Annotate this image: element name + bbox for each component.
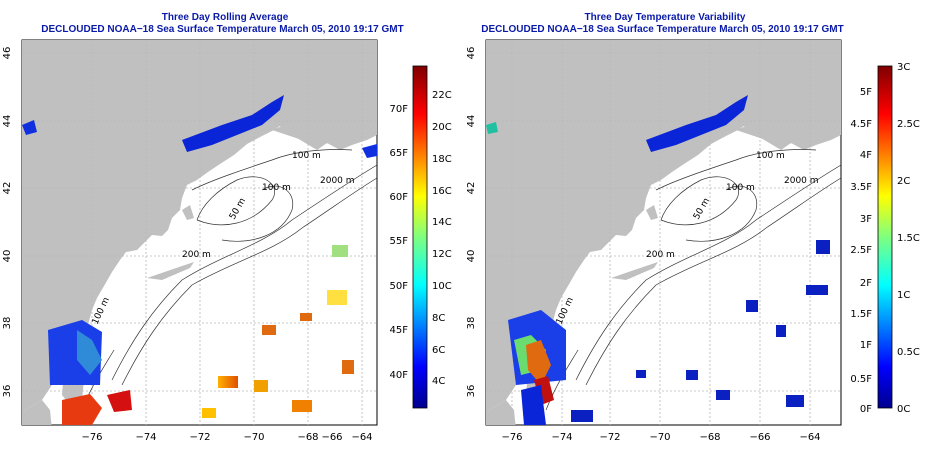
left-colorbar-label-f: 40F (390, 370, 409, 381)
left-colorbar-label-f: 50F (390, 281, 409, 292)
right-colorbar-label-f: 0F (860, 404, 872, 415)
right-x-tick: −64 (799, 432, 820, 443)
left-y-tick: 46 (2, 47, 13, 60)
left-map: 100 m 2000 m 100 m 50 m 200 m 100 m (2, 39, 378, 443)
left-contour-label: 200 m (182, 250, 211, 260)
right-colorbar-bar (877, 65, 893, 409)
right-colorbar-label-f: 4.5F (850, 119, 872, 130)
left-colorbar-label-c: 14C (432, 217, 452, 228)
right-x-tick: −76 (501, 432, 522, 443)
left-colorbar: 40F 45F 50F 55F 60F 65F 70F 4C 6C 8C 10C… (390, 65, 452, 409)
right-colorbar-label-f: 0.5F (850, 374, 872, 385)
left-x-tick: −64 (351, 432, 372, 443)
left-colorbar-label-c: 20C (432, 122, 452, 133)
right-colorbar-label-c: 0C (897, 404, 910, 415)
right-y-tick: 38 (466, 317, 477, 330)
right-contour-label: 200 m (646, 250, 675, 260)
left-colorbar-label-c: 6C (432, 345, 445, 356)
right-colorbar-label-c: 3C (897, 62, 910, 73)
right-map: 100 m 2000 m 100 m 50 m 200 m 100 m (466, 39, 842, 443)
right-x-tick: −70 (649, 432, 670, 443)
left-colorbar-label-f: 70F (390, 104, 409, 115)
right-colorbar-label-f: 2F (860, 278, 872, 289)
left-y-tick: 44 (2, 115, 13, 128)
left-colorbar-label-f: 45F (390, 325, 409, 336)
left-colorbar-label-c: 18C (432, 154, 452, 165)
right-colorbar-label-c: 1C (897, 290, 910, 301)
right-colorbar: 0F 0.5F 1F 1.5F 2F 2.5F 3F 3.5F 4F 4.5F … (850, 62, 920, 415)
left-x-tick: −72 (189, 432, 210, 443)
right-y-tick: 40 (466, 250, 477, 263)
left-y-tick: 36 (2, 385, 13, 398)
right-x-tick: −68 (699, 432, 720, 443)
right-x-tick: −66 (749, 432, 770, 443)
left-x-tick: −68 (297, 432, 318, 443)
right-y-tick: 46 (466, 47, 477, 60)
right-contours (545, 149, 841, 411)
right-contour-label: 2000 m (784, 176, 819, 186)
left-contours (81, 149, 377, 411)
left-colorbar-label-c: 16C (432, 186, 452, 197)
right-variability-data (486, 95, 830, 425)
right-colorbar-label-f: 4F (860, 150, 872, 161)
left-colorbar-label-f: 55F (390, 236, 409, 247)
right-panel-title: Three Day Temperature Variability (584, 12, 746, 23)
right-colorbar-label-f: 2.5F (850, 245, 872, 256)
right-y-tick: 44 (466, 115, 477, 128)
left-colorbar-label-c: 22C (432, 90, 452, 101)
left-colorbar-bar (412, 65, 428, 409)
right-x-tick: −72 (599, 432, 620, 443)
left-contour-label: 100 m (262, 183, 291, 193)
left-sst-data (22, 95, 377, 425)
left-colorbar-label-f: 60F (390, 192, 409, 203)
left-y-ticks: 36 38 40 42 44 46 (2, 47, 13, 398)
left-y-tick: 40 (2, 250, 13, 263)
right-x-tick: −74 (551, 432, 572, 443)
right-colorbar-label-c: 1.5C (897, 233, 920, 244)
left-x-ticks: −76 −74 −72 −70 −68 −66 −64 (81, 432, 372, 443)
right-colorbar-label-f: 3.5F (850, 182, 872, 193)
right-contour-label: 100 m (726, 183, 755, 193)
left-colorbar-label-c: 10C (432, 281, 452, 292)
right-colorbar-label-f: 5F (860, 87, 872, 98)
right-panel-subtitle: DECLOUDED NOAA−18 Sea Surface Temperatur… (481, 24, 844, 35)
left-x-tick: −70 (243, 432, 264, 443)
right-contour-label: 100 m (756, 151, 785, 161)
right-colorbar-label-c: 2C (897, 176, 910, 187)
right-x-ticks: −76 −74 −72 −70 −68 −66 −64 (501, 432, 820, 443)
left-y-tick: 42 (2, 182, 13, 195)
right-colorbar-label-f: 3F (860, 214, 872, 225)
left-x-tick: −74 (135, 432, 156, 443)
right-y-tick: 42 (466, 182, 477, 195)
left-x-tick: −66 (321, 432, 342, 443)
right-y-ticks: 36 38 40 42 44 46 (466, 47, 477, 398)
left-x-tick: −76 (81, 432, 102, 443)
left-colorbar-label-f: 65F (390, 148, 409, 159)
right-y-tick: 36 (466, 385, 477, 398)
right-colorbar-label-c: 0.5C (897, 347, 920, 358)
left-colorbar-label-c: 4C (432, 376, 445, 387)
left-panel-title: Three Day Rolling Average (161, 12, 289, 23)
right-colorbar-label-f: 1F (860, 340, 872, 351)
left-y-tick: 38 (2, 317, 13, 330)
left-colorbar-label-c: 8C (432, 313, 445, 324)
left-contour-label: 100 m (292, 151, 321, 161)
right-colorbar-label-f: 1.5F (850, 309, 872, 320)
left-gridlines (22, 40, 377, 425)
left-panel-subtitle: DECLOUDED NOAA−18 Sea Surface Temperatur… (41, 24, 404, 35)
left-contour-label: 2000 m (320, 176, 355, 186)
right-colorbar-label-c: 2.5C (897, 119, 920, 130)
left-colorbar-label-c: 12C (432, 249, 452, 260)
